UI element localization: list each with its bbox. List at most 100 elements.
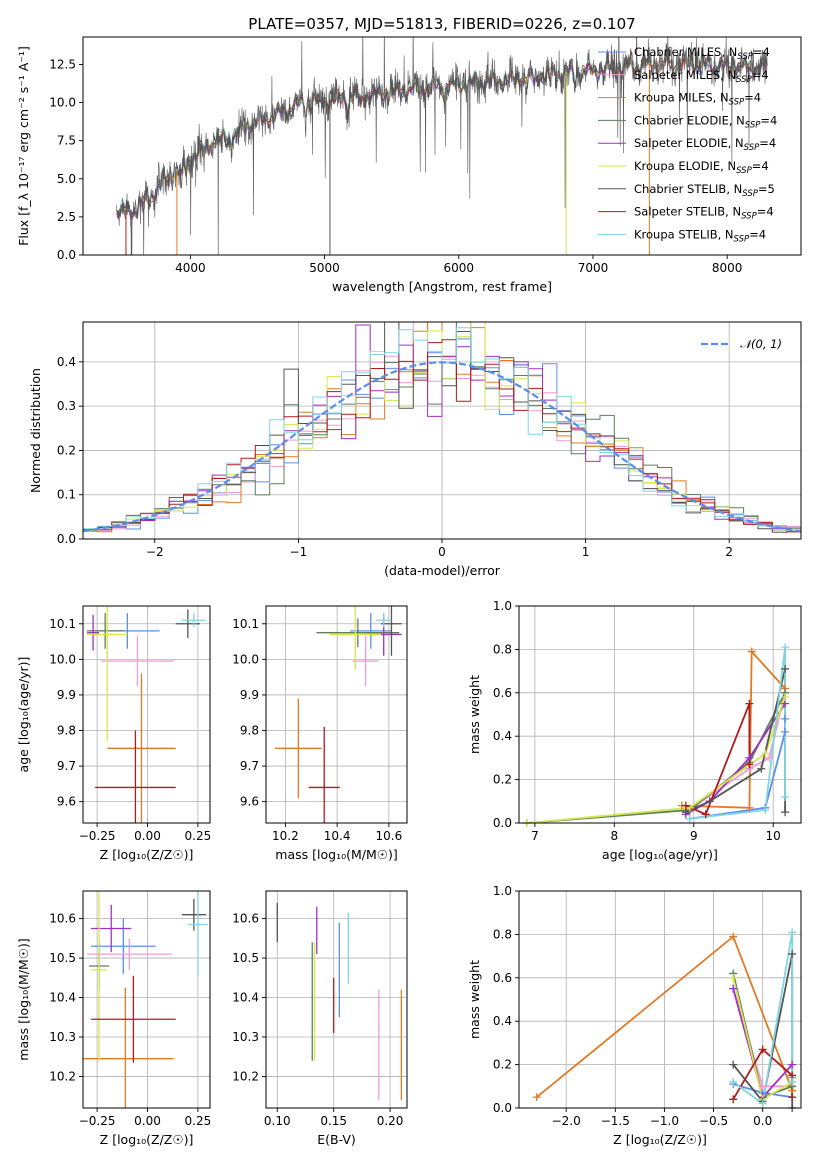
plus-marker: [747, 647, 756, 656]
y-tick-label: 0.3: [57, 399, 76, 413]
chart-6: 0.10 0.15 0.20 10.2 10.3 10.4 10.5 10.6 E(B-V): [232, 890, 408, 1147]
observed-spectrum-line: [116, 37, 768, 255]
y-tick-label: 1.0: [493, 599, 512, 613]
legend-entry: Chabrier ELODIE, NSSP=4: [634, 113, 777, 130]
x-tick-label: 10: [766, 829, 781, 843]
x-tick-label: 2: [725, 545, 733, 559]
x-tick-label: 6000: [444, 261, 475, 275]
x-tick-label: 10.6: [376, 829, 403, 843]
chart-2: −0.25 0.00 0.25 9.6 9.7 9.8 9.9 10.0 10.1 Z [log₁…: [16, 605, 211, 862]
chart-3: 10.2 10.4 10.6 9.6 9.7 9.8 9.9 10.0 10.1 mass [lo…: [232, 605, 408, 862]
y-tick-label: 0.6: [493, 971, 512, 985]
y-tick-label: 9.7: [57, 759, 76, 773]
y-tick-label: 2.5: [57, 210, 76, 224]
legend: 𝒩(0, 1): [701, 337, 782, 351]
plus-marker: [729, 1060, 738, 1069]
x-tick-label: 0.15: [320, 1114, 347, 1128]
y-tick-label: 10.6: [49, 912, 76, 926]
plus-marker: [729, 984, 738, 993]
y-tick-label: 0.0: [493, 1101, 512, 1115]
x-tick-label: 7: [531, 829, 539, 843]
chart-0: 4000 5000 6000 7000 8000 0.0 2.5 5.0 7.5 10.0 12.5…: [16, 15, 802, 294]
x-tick-label: 5000: [309, 261, 340, 275]
y-axis-label: mass weight: [467, 675, 482, 754]
y-tick-label: 1.0: [493, 884, 512, 898]
x-tick-label: 0: [438, 545, 446, 559]
legend-entry: Chabrier MILES, NSSP=4: [634, 45, 770, 62]
plus-marker: [781, 727, 790, 736]
x-axis-label: Z [log₁₀(Z/Z☉)]: [100, 1132, 194, 1147]
plus-marker: [681, 801, 690, 810]
x-tick-label: −0.25: [79, 829, 116, 843]
y-tick-label: 0.8: [493, 927, 512, 941]
x-axis-label: Z [log₁₀(Z/Z☉)]: [613, 1132, 707, 1147]
y-tick-label: 10.4: [49, 991, 76, 1005]
y-axis-label: mass weight: [467, 960, 482, 1039]
x-tick-label: 4000: [175, 261, 206, 275]
mass-weight-line: [685, 692, 786, 813]
y-tick-label: 0.8: [493, 642, 512, 656]
y-tick-label: 0.1: [57, 488, 76, 502]
y-tick-label: 9.9: [240, 688, 259, 702]
y-tick-label: 10.0: [49, 652, 76, 666]
y-tick-label: 10.0: [49, 96, 76, 110]
y-tick-label: 10.1: [49, 617, 76, 631]
plus-marker: [729, 932, 738, 941]
y-axis-label: mass [log₁₀(M/M☉)]: [16, 938, 31, 1060]
y-tick-label: 9.9: [57, 688, 76, 702]
x-tick-label: −2.0: [552, 1114, 581, 1128]
plot-area: [526, 647, 786, 823]
legend-entry: Salpeter ELODIE, NSSP=4: [634, 136, 776, 153]
chart-7: −2.0 −1.5 −1.0 −0.5 0.0 0.0 0.2 0.4 0.6 0.8 1.0 Z […: [467, 884, 802, 1147]
plot-area: [276, 902, 403, 1101]
histogram-step: [83, 327, 801, 532]
y-tick-label: 7.5: [57, 134, 76, 148]
x-axis-label: age [log₁₀(age/yr)]: [602, 847, 718, 862]
plus-marker: [761, 749, 770, 758]
axes-frame: [82, 36, 802, 256]
y-tick-label: 10.0: [232, 652, 259, 666]
y-tick-label: 0.4: [493, 729, 512, 743]
x-tick-label: −1.5: [601, 1114, 630, 1128]
x-tick-label: 0.10: [264, 1114, 291, 1128]
y-tick-label: 10.2: [49, 1069, 76, 1083]
plus-marker: [788, 1093, 797, 1102]
plus-marker: [781, 792, 790, 801]
y-tick-label: 0.0: [493, 816, 512, 830]
chart-5: −0.25 0.00 0.25 10.2 10.3 10.4 10.5 10.6 Z [log₁…: [16, 890, 211, 1147]
axes-frame: [518, 605, 802, 824]
x-tick-label: 8000: [712, 261, 743, 275]
plus-marker: [758, 1045, 767, 1054]
x-tick-label: 0.00: [134, 829, 161, 843]
y-tick-label: 9.8: [57, 724, 76, 738]
x-tick-label: 8: [611, 829, 619, 843]
y-tick-label: 10.5: [232, 951, 259, 965]
y-tick-label: 9.6: [57, 795, 76, 809]
x-tick-label: −0.25: [79, 1114, 116, 1128]
y-tick-label: 5.0: [57, 172, 76, 186]
plus-marker: [705, 797, 714, 806]
y-tick-label: 9.8: [240, 724, 259, 738]
plus-marker: [788, 1060, 797, 1069]
axes-frame: [82, 605, 211, 824]
x-tick-label: −1: [290, 545, 308, 559]
plus-marker: [781, 693, 790, 702]
x-axis-label: mass [log₁₀(M/M☉)]: [275, 847, 397, 862]
plus-marker: [757, 764, 766, 773]
x-tick-label: 0.00: [134, 1114, 161, 1128]
plot-area: [83, 891, 208, 1108]
y-tick-label: 10.6: [232, 912, 259, 926]
legend-entry: Kroupa STELIB, NSSP=4: [634, 227, 766, 244]
axes-frame: [82, 890, 211, 1109]
axes-frame: [518, 890, 802, 1109]
legend-entry: Salpeter STELIB, NSSP=4: [634, 205, 774, 222]
y-tick-label: 10.1: [232, 617, 259, 631]
x-tick-label: −2: [146, 545, 164, 559]
axes-frame: [265, 605, 408, 824]
plot-area: [87, 606, 206, 823]
plot-area: [83, 322, 801, 533]
x-tick-label: 7000: [578, 261, 609, 275]
y-tick-label: 0.0: [57, 532, 76, 546]
legend-entry: Kroupa ELODIE, NSSP=4: [634, 159, 769, 176]
